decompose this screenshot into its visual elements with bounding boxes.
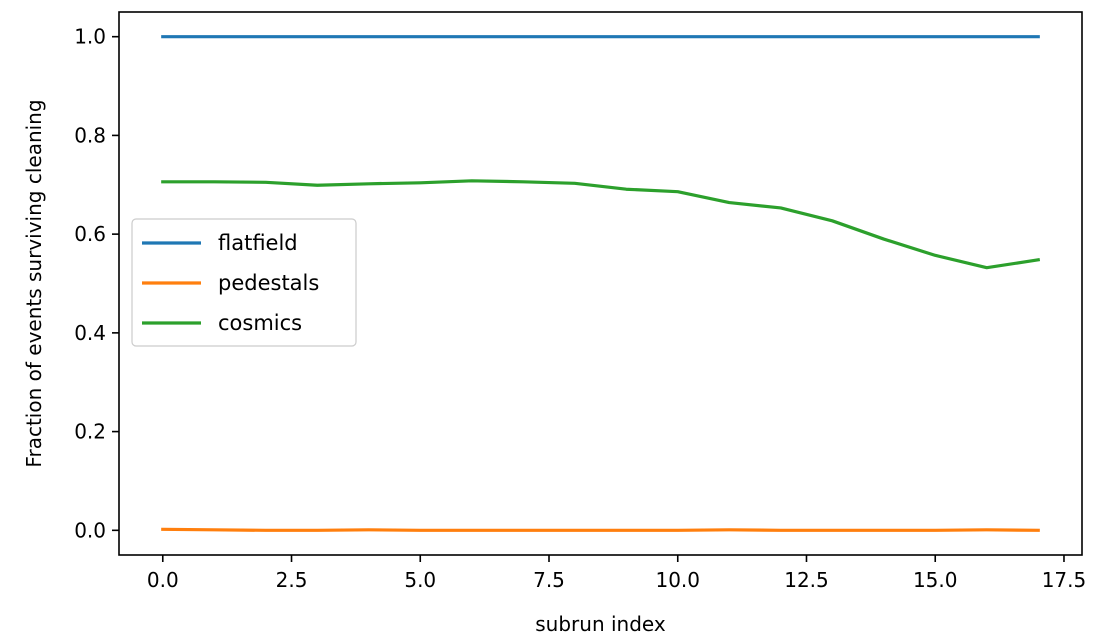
legend-label-flatfield: flatfield [218, 231, 298, 255]
y-tick-label: 1.0 [74, 25, 106, 49]
y-tick-label: 0.8 [74, 123, 106, 147]
legend-box [131, 218, 357, 347]
series-line-cosmics [161, 179, 1041, 270]
legend-label-pedestals: pedestals [218, 271, 319, 295]
x-tick-label: 5.0 [404, 568, 436, 592]
y-tick-label: 0.0 [74, 518, 106, 542]
y-axis: 0.0 0.2 0.4 0.6 0.8 1.0 [74, 25, 119, 542]
y-tick-label: 0.2 [74, 420, 106, 444]
y-tick-label: 0.6 [74, 222, 106, 246]
y-tick-label: 0.4 [74, 321, 106, 345]
x-tick-label: 12.5 [784, 568, 829, 592]
y-axis-label: Fraction of events surviving cleaning [22, 99, 46, 467]
x-tick-label: 17.5 [1042, 568, 1087, 592]
legend-label-cosmics: cosmics [218, 311, 302, 335]
x-axis-label: subrun index [535, 612, 666, 636]
plot-frame [118, 11, 1083, 556]
legend: flatfield pedestals cosmics [131, 218, 357, 347]
series-lines [161, 35, 1041, 532]
x-tick-label: 10.0 [655, 568, 700, 592]
x-tick-label: 0.0 [147, 568, 179, 592]
x-axis: 0.0 2.5 5.0 7.5 10.0 12.5 15.0 17.5 [147, 555, 1086, 592]
series-line-pedestals [161, 527, 1040, 532]
x-tick-label: 2.5 [276, 568, 308, 592]
x-tick-label: 15.0 [913, 568, 958, 592]
x-tick-label: 7.5 [533, 568, 565, 592]
